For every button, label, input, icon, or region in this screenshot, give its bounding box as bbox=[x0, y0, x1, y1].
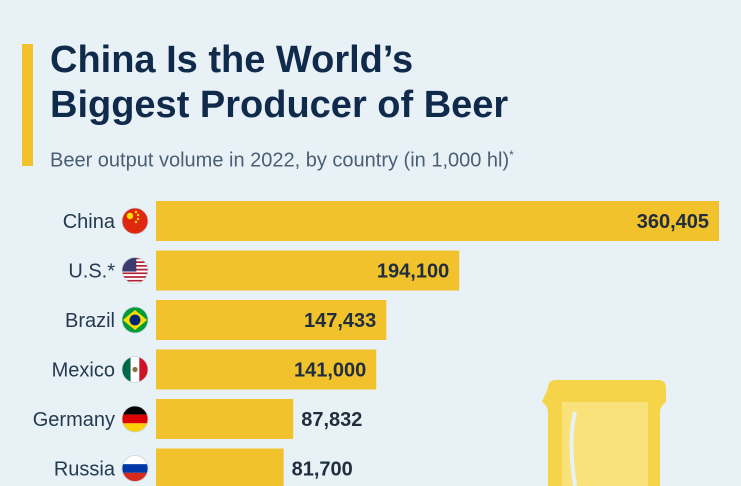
us-flag-icon bbox=[121, 257, 149, 284]
bar-russia bbox=[156, 448, 284, 486]
subtitle-text: Beer output volume in 2022, by country (… bbox=[50, 149, 510, 172]
germany-flag-icon bbox=[121, 405, 149, 433]
bar-mexico bbox=[156, 349, 377, 390]
title-line-2: Biggest Producer of Beer bbox=[50, 84, 509, 126]
value-label: 141,000 bbox=[294, 360, 366, 382]
title-line-1: China Is the World’s bbox=[50, 39, 414, 81]
category-label: Germany bbox=[33, 409, 115, 431]
beer-jug-icon bbox=[542, 380, 666, 486]
value-label: 360,405 bbox=[637, 211, 709, 233]
russia-flag-icon bbox=[121, 455, 149, 482]
title-accent-bar bbox=[22, 44, 33, 166]
category-label: China bbox=[63, 211, 116, 233]
brazil-flag-icon bbox=[121, 306, 149, 334]
category-label: Mexico bbox=[52, 360, 115, 382]
mexico-flag-icon bbox=[121, 356, 149, 383]
bar-china bbox=[156, 201, 719, 241]
value-label: 147,433 bbox=[304, 310, 376, 332]
bar-germany bbox=[156, 399, 294, 439]
bar-brazil bbox=[156, 300, 387, 340]
chart-title: China Is the World’s Biggest Producer of… bbox=[50, 38, 710, 128]
china-flag-icon bbox=[121, 207, 149, 235]
category-label: Russia bbox=[54, 459, 116, 481]
category-label: U.S.* bbox=[68, 261, 115, 283]
value-label: 81,700 bbox=[292, 459, 353, 481]
category-label: Brazil bbox=[65, 310, 115, 332]
chart-subtitle: Beer output volume in 2022, by country (… bbox=[50, 142, 710, 174]
value-label: 87,832 bbox=[301, 409, 362, 431]
value-label: 194,100 bbox=[377, 261, 449, 283]
bar-us bbox=[156, 250, 460, 291]
subtitle-footnote-mark: * bbox=[509, 148, 514, 162]
